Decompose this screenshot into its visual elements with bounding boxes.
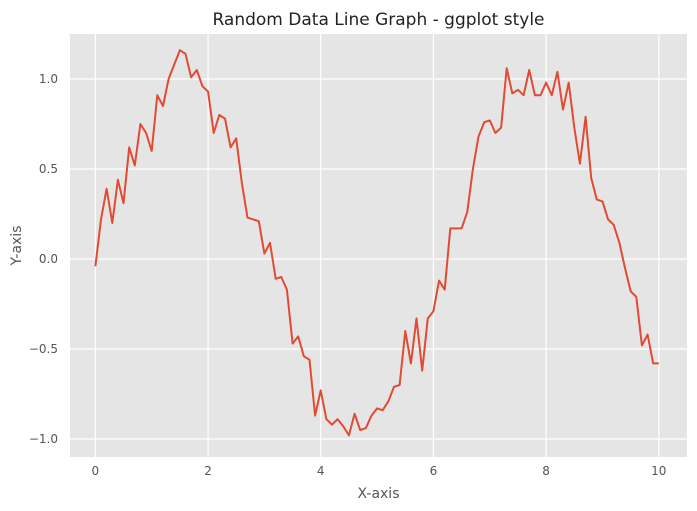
- y-axis-label: Y-axis: [9, 226, 25, 267]
- x-axis-ticks: 0 2 4 6 8 10: [92, 464, 667, 478]
- x-tick-label: 0: [92, 464, 100, 478]
- x-axis-label: X-axis: [358, 486, 400, 502]
- x-tick-label: 6: [430, 464, 438, 478]
- chart-title: Random Data Line Graph - ggplot style: [212, 10, 544, 30]
- grid-lines: [70, 34, 687, 457]
- x-tick-label: 10: [651, 464, 666, 478]
- x-tick-label: 2: [204, 464, 212, 478]
- y-axis-ticks: −1.0 −0.5 0.0 0.5 1.0: [29, 72, 58, 446]
- y-tick-label: 0.5: [39, 162, 58, 176]
- y-tick-label: −1.0: [29, 432, 58, 446]
- x-tick-label: 8: [542, 464, 550, 478]
- x-tick-label: 4: [317, 464, 325, 478]
- series-layer: [94, 49, 659, 437]
- series-line: [94, 49, 659, 437]
- y-tick-label: −0.5: [29, 342, 58, 356]
- plot-panel: [70, 34, 687, 457]
- y-tick-label: 1.0: [39, 72, 58, 86]
- y-tick-label: 0.0: [39, 252, 58, 266]
